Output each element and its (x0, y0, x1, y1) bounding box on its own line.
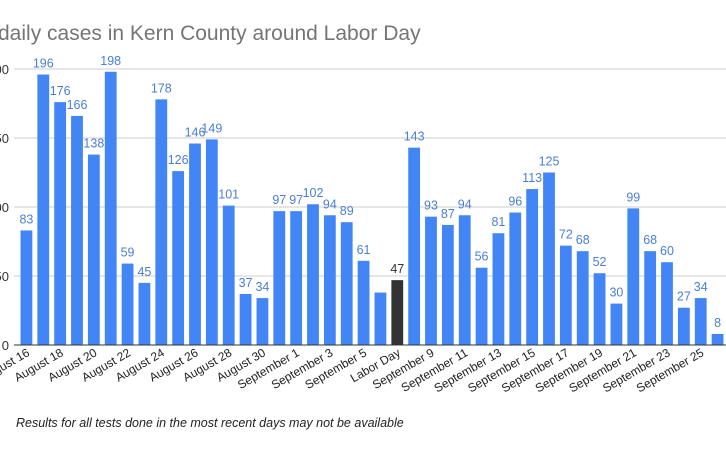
data-label: 56 (475, 250, 489, 264)
data-label: 143 (404, 130, 425, 144)
data-label: 8 (714, 316, 721, 330)
bar (610, 303, 623, 345)
bar (121, 263, 134, 345)
data-label: 146 (185, 126, 206, 140)
bar (20, 230, 33, 345)
chart-title: daily cases in Kern County around Labor … (0, 22, 421, 45)
data-label: 37 (239, 276, 253, 290)
bar (189, 143, 201, 345)
bar (256, 298, 269, 345)
data-label: 72 (559, 228, 573, 242)
bar (543, 172, 555, 345)
bar (307, 204, 319, 345)
bar (54, 102, 67, 346)
y-tick-label: 50 (0, 269, 9, 284)
y-tick-label: 100 (0, 200, 9, 215)
data-label: 60 (660, 244, 674, 258)
data-label: 97 (289, 193, 303, 207)
data-label: 68 (643, 233, 657, 247)
bar (71, 115, 83, 345)
bar (323, 215, 336, 345)
data-label: 59 (121, 246, 135, 260)
bar (677, 307, 690, 345)
data-label: 47 (390, 262, 404, 276)
footnote: Results for all tests done in the most r… (16, 416, 404, 430)
bar (408, 147, 421, 345)
data-label: 178 (151, 81, 172, 95)
data-label: 27 (677, 290, 691, 304)
bar (492, 233, 505, 345)
bar (475, 267, 488, 345)
bar (104, 71, 117, 345)
bar (711, 333, 724, 345)
data-label: 30 (609, 286, 623, 300)
data-label: 61 (357, 243, 371, 257)
data-label: 87 (441, 207, 455, 221)
y-tick-label: 0 (2, 338, 9, 353)
data-label: 99 (626, 190, 640, 204)
data-label: 83 (19, 212, 33, 226)
bar (239, 293, 252, 345)
bar (205, 139, 218, 345)
bar (661, 262, 673, 345)
data-label: 176 (50, 84, 71, 98)
data-label: 149 (201, 121, 222, 135)
data-label: 166 (67, 98, 88, 112)
bar (509, 212, 522, 345)
data-label: 45 (137, 265, 151, 279)
data-label: 89 (340, 204, 354, 218)
bar (425, 216, 437, 345)
data-label: 34 (694, 280, 708, 294)
bar (441, 224, 454, 345)
bar (357, 260, 370, 345)
data-label: 68 (576, 233, 590, 247)
bar (340, 222, 353, 345)
bar (222, 205, 235, 345)
data-label: 102 (303, 186, 324, 200)
bar (290, 211, 303, 345)
data-label: 96 (508, 195, 522, 209)
bar (593, 273, 606, 345)
data-label: 198 (100, 54, 121, 68)
data-label: 196 (33, 57, 54, 71)
data-label: 34 (255, 280, 269, 294)
data-label: 97 (272, 193, 286, 207)
data-label: 93 (424, 199, 438, 213)
data-label: 101 (218, 188, 239, 202)
bar (374, 292, 387, 345)
bar (138, 282, 151, 345)
bar (526, 189, 539, 345)
bar (155, 99, 168, 345)
data-label: 138 (83, 137, 104, 151)
bar (576, 251, 589, 345)
data-label: 125 (539, 155, 560, 169)
bar (559, 245, 572, 345)
bar (273, 211, 286, 345)
bar (87, 154, 100, 345)
bar (627, 208, 640, 345)
bar (644, 251, 657, 345)
y-tick-label: 200 (0, 62, 9, 77)
data-label: 94 (458, 197, 472, 211)
data-label: 113 (522, 171, 542, 185)
bar (458, 215, 471, 345)
bar (694, 298, 707, 345)
bar (37, 74, 50, 346)
y-tick-label: 150 (0, 131, 9, 146)
data-label: 52 (593, 255, 607, 269)
bar (391, 280, 404, 345)
data-label: 126 (168, 153, 189, 167)
data-label: 81 (491, 215, 505, 229)
bar (172, 171, 185, 345)
data-label: 94 (323, 197, 337, 211)
